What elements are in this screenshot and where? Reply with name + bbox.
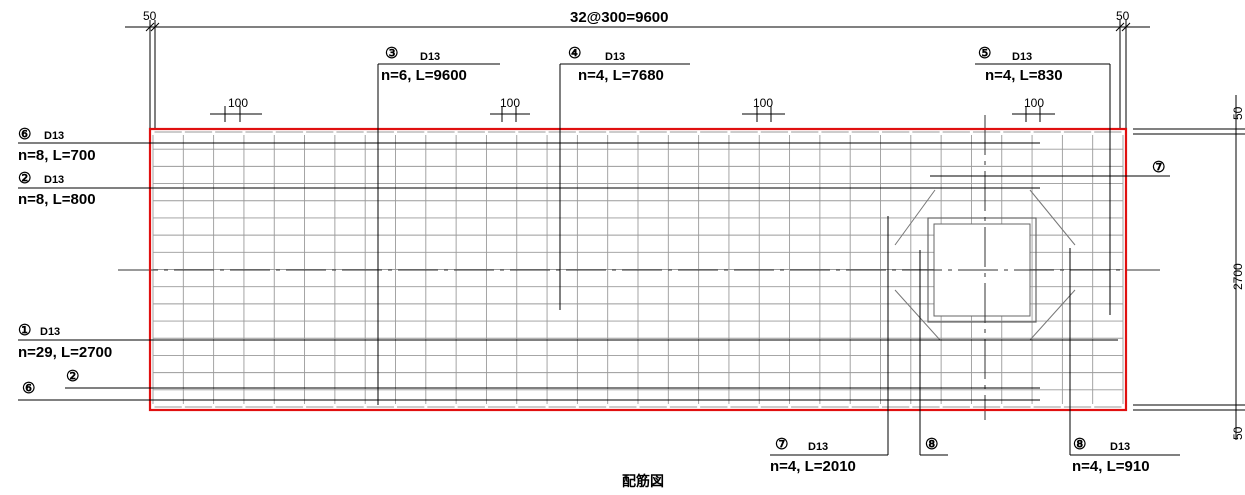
- dim-top-right-edge: 50: [1116, 9, 1130, 23]
- leader-lines: [18, 63, 1180, 456]
- dim-right-bottom: 50: [1231, 426, 1245, 440]
- callout-4-mark: ④: [568, 45, 581, 62]
- callout-6-spec: n=8, L=700: [18, 147, 96, 164]
- callout-3-mark: ③: [385, 45, 398, 62]
- spacing-marks: [210, 106, 1055, 122]
- top-dimension: [125, 20, 1150, 128]
- spacing-mark-1: 100: [228, 96, 248, 110]
- dim-right-middle: 2700: [1231, 263, 1245, 290]
- spacing-mark-2: 100: [500, 96, 520, 110]
- callout-7-spec: n=4, L=2010: [770, 458, 856, 475]
- callout-2-bar: D13: [44, 174, 64, 186]
- drawing-caption: 配筋図: [622, 473, 664, 489]
- dim-top-total: 32@300=9600: [570, 9, 668, 26]
- callout-5-mark: ⑤: [978, 45, 991, 62]
- spacing-mark-3: 100: [753, 96, 773, 110]
- callout-6-bar: D13: [44, 130, 64, 142]
- callout-1-bar: D13: [40, 326, 60, 338]
- callout-5-bar: D13: [1012, 51, 1032, 63]
- callout-7: ⑦ D13 n=4, L=2010: [770, 436, 856, 475]
- callout-1-mark: ①: [18, 322, 31, 339]
- callout-6: ⑥ D13 n=8, L=700: [18, 126, 96, 164]
- callout-8-bar: D13: [1110, 441, 1130, 453]
- callout-2-spec: n=8, L=800: [18, 191, 96, 208]
- callout-4: ④ D13 n=4, L=7680: [568, 45, 664, 84]
- spacing-mark-4: 100: [1024, 96, 1044, 110]
- dim-right-top: 50: [1231, 106, 1245, 120]
- mark-left-bottom-2: ②: [66, 368, 79, 385]
- center-lines: [118, 115, 1160, 420]
- callout-1: ① D13 n=29, L=2700: [18, 322, 112, 361]
- callout-4-spec: n=4, L=7680: [578, 67, 664, 84]
- callout-5: ⑤ D13 n=4, L=830: [978, 45, 1063, 84]
- mark-right-7: ⑦: [1152, 159, 1165, 176]
- slab-outline: [148, 127, 1128, 412]
- callout-7-bar: D13: [808, 441, 828, 453]
- callout-2-mark: ②: [18, 170, 31, 187]
- callout-6-mark: ⑥: [18, 126, 31, 143]
- callout-8-spec: n=4, L=910: [1072, 458, 1150, 475]
- callout-3: ③ D13 n=6, L=9600: [381, 45, 467, 84]
- mark-bottom-8: ⑧: [925, 436, 938, 453]
- callout-3-bar: D13: [420, 51, 440, 63]
- dim-top-left-edge: 50: [143, 9, 157, 23]
- callout-2: ② D13 n=8, L=800: [18, 170, 96, 208]
- callout-3-spec: n=6, L=9600: [381, 67, 467, 84]
- callout-7-mark: ⑦: [775, 436, 788, 453]
- callout-5-spec: n=4, L=830: [985, 67, 1063, 84]
- callout-4-bar: D13: [605, 51, 625, 63]
- callout-8-mark: ⑧: [1073, 436, 1086, 453]
- callout-1-spec: n=29, L=2700: [18, 344, 112, 361]
- mark-left-bottom-6: ⑥: [22, 380, 35, 397]
- right-dimension: [1133, 95, 1245, 440]
- callout-8: ⑧ D13 n=4, L=910: [1072, 436, 1150, 475]
